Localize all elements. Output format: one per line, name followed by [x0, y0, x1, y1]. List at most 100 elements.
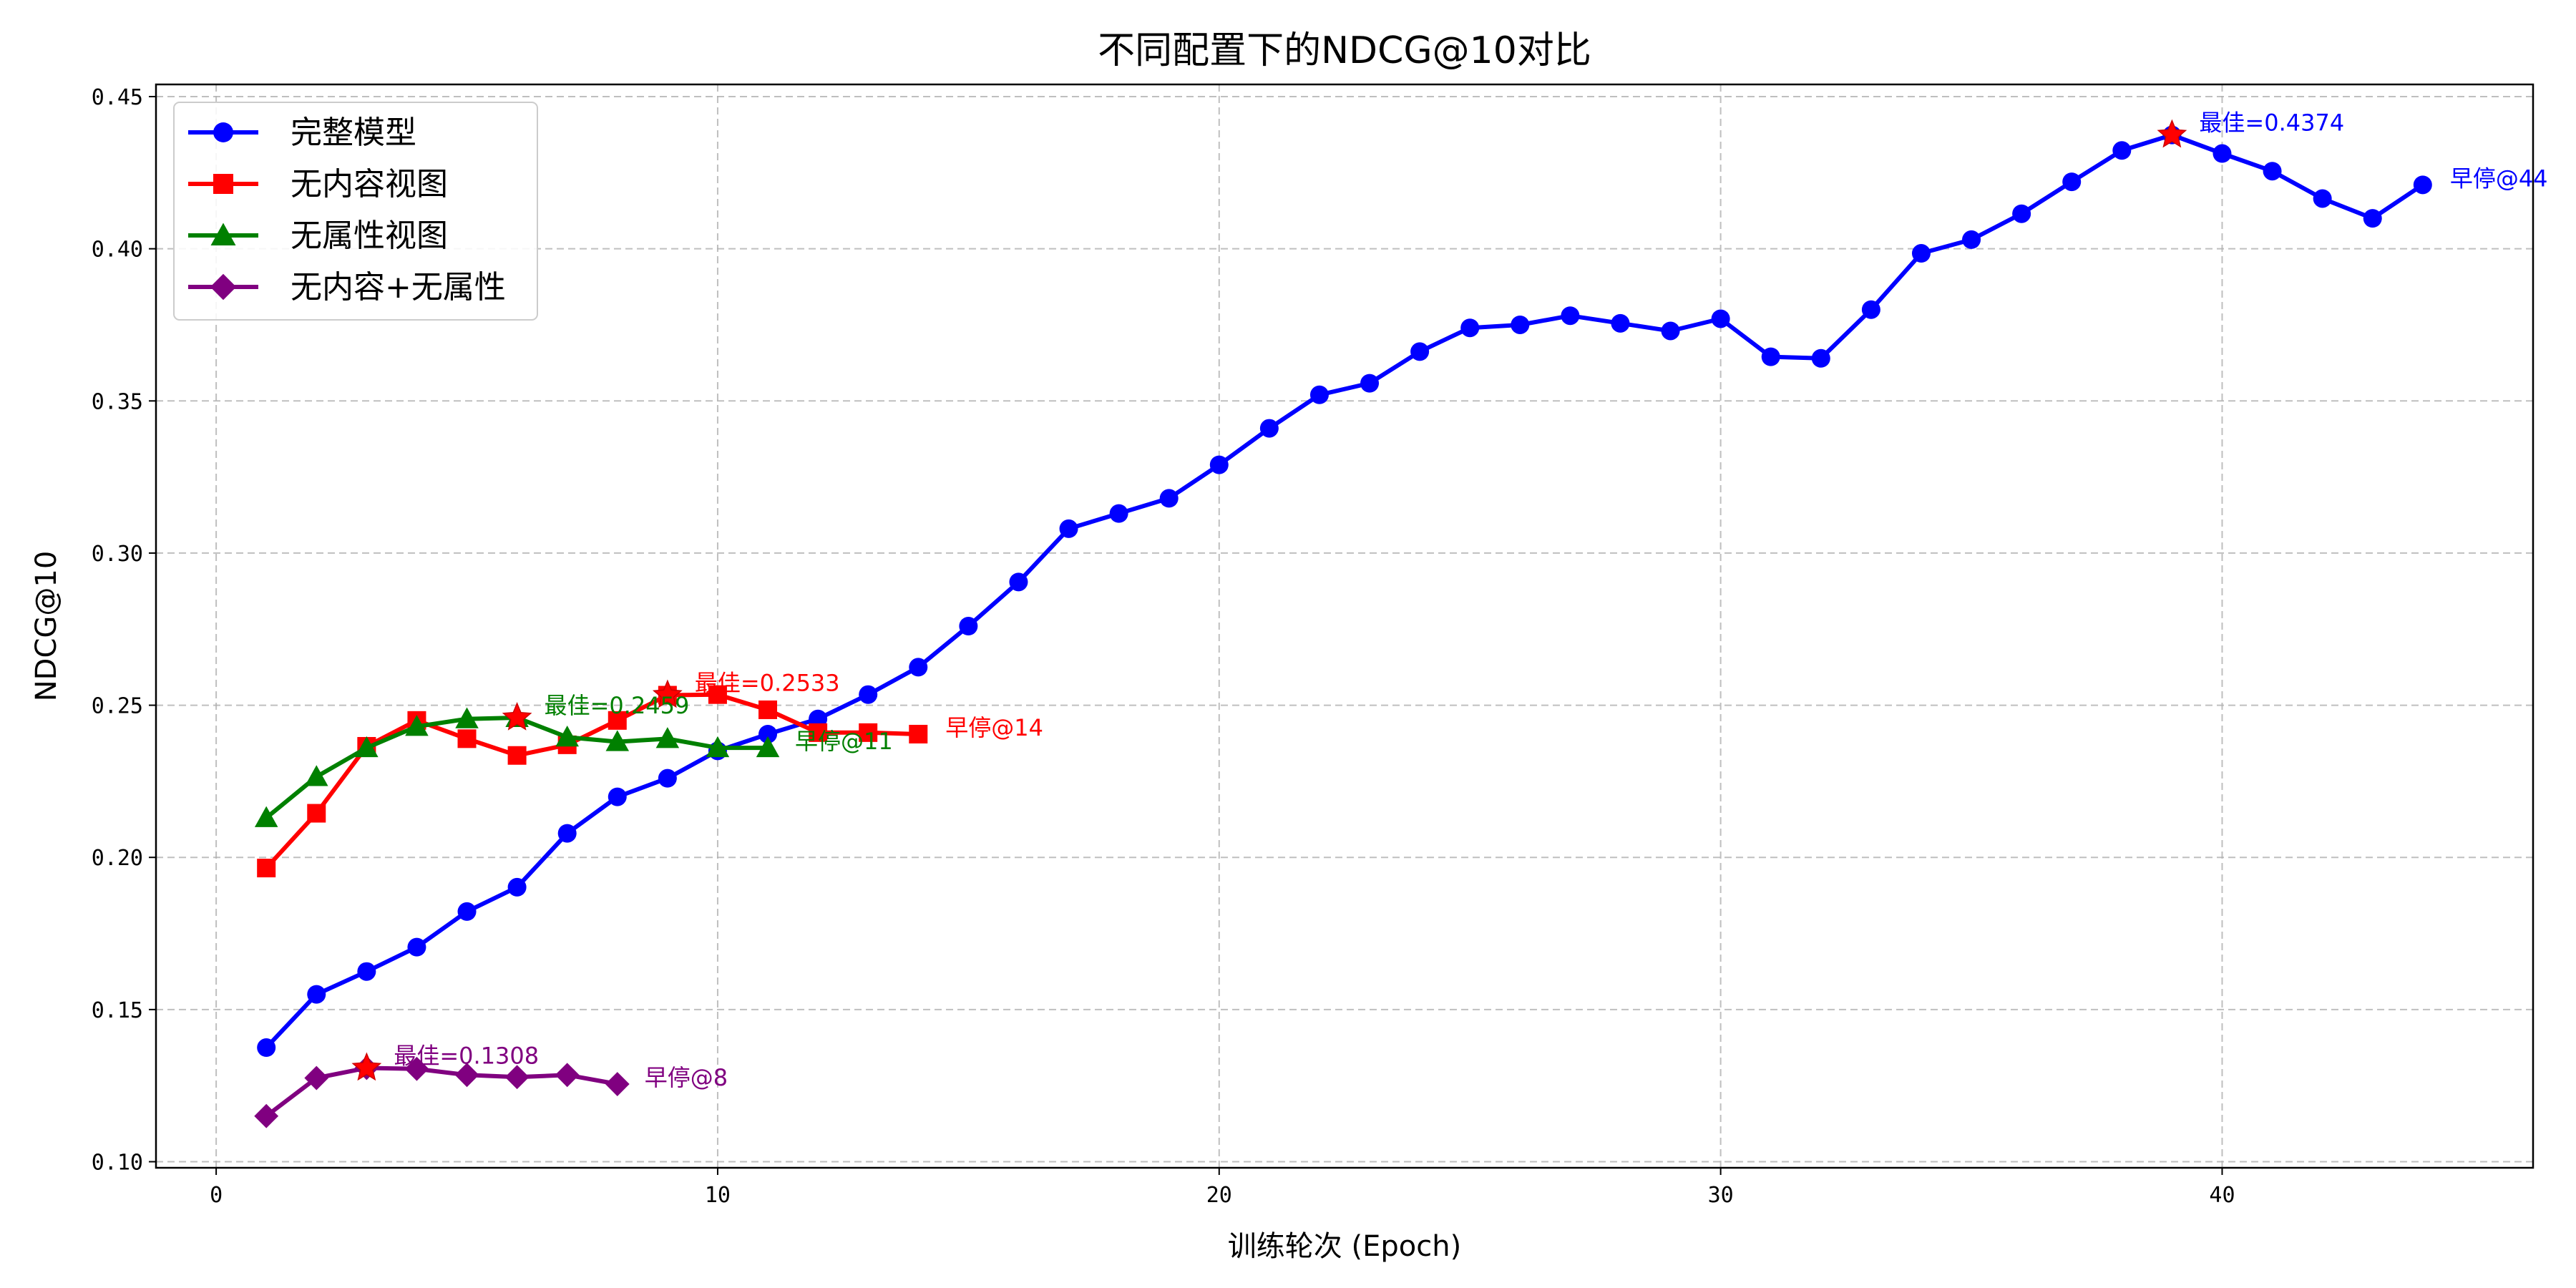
data-point — [2413, 175, 2432, 195]
data-point — [404, 1056, 429, 1081]
legend-marker — [213, 122, 233, 142]
data-point — [605, 730, 630, 751]
data-point — [1159, 489, 1179, 508]
data-point — [254, 1103, 279, 1128]
data-point — [1861, 300, 1880, 319]
legend-item: 无内容视图 — [188, 166, 448, 203]
best-value-label: 最佳=0.1308 — [394, 1043, 539, 1070]
data-point — [959, 617, 978, 635]
legend-marker — [213, 174, 233, 194]
data-point — [909, 658, 928, 677]
legend-label: 无内容视图 — [291, 166, 448, 203]
best-value-label: 最佳=0.4374 — [2199, 109, 2344, 137]
data-point — [608, 787, 627, 806]
tick-layer: 0 10 20 30 40 0.10 0.15 0.20 0.25 0.30 0.35 0.40 0.4… — [92, 85, 2235, 1208]
data-point — [1209, 455, 1229, 474]
data-point — [2212, 144, 2232, 163]
data-point — [605, 1072, 630, 1096]
y-tick-label: 0.35 — [92, 389, 143, 414]
best-star-marker — [652, 679, 683, 708]
data-point — [1962, 230, 1981, 249]
legend-item: 完整模型 — [188, 114, 416, 151]
y-tick-label: 0.25 — [92, 694, 143, 719]
series-4 — [254, 1055, 630, 1128]
data-point — [708, 685, 727, 704]
data-point — [457, 729, 477, 748]
data-point — [1611, 313, 1630, 333]
data-point — [655, 727, 680, 748]
data-point — [1309, 385, 1329, 404]
data-point — [2112, 141, 2132, 160]
data-point — [859, 723, 878, 742]
legend-item: 无属性视图 — [188, 218, 448, 254]
data-point — [758, 700, 778, 719]
data-point — [1259, 419, 1279, 438]
grid-layer — [156, 84, 2533, 1168]
y-tick-label: 0.30 — [92, 542, 143, 567]
annotation-layer: 最佳=0.4374 早停@44 最佳=0.2533 早停@14 最佳=0.2459 早停@… — [351, 109, 2548, 1091]
data-point — [756, 736, 780, 758]
early-stop-label: 早停@44 — [2450, 165, 2548, 192]
data-point — [1911, 244, 1931, 263]
legend-marker — [210, 223, 236, 245]
best-value-label: 最佳=0.2533 — [695, 670, 840, 697]
data-point — [455, 707, 479, 728]
data-point — [1561, 306, 1580, 326]
data-point — [1410, 342, 1430, 361]
series-line — [265, 716, 768, 820]
data-point — [2062, 172, 2082, 192]
data-point — [1711, 309, 1730, 328]
best-star-marker — [2157, 119, 2187, 148]
best-star-marker — [502, 702, 532, 731]
data-point — [254, 806, 278, 827]
data-point — [2263, 162, 2282, 181]
y-axis-label: NDCG@10 — [30, 551, 63, 702]
data-point — [1009, 572, 1028, 592]
x-tick-label: 40 — [2209, 1183, 2235, 1208]
x-tick-label: 20 — [1206, 1183, 1232, 1208]
data-point — [355, 736, 379, 758]
data-point — [307, 985, 326, 1004]
data-point — [1460, 318, 1480, 338]
data-point — [1059, 519, 1078, 538]
data-point — [454, 1063, 479, 1088]
data-point — [2012, 204, 2031, 223]
data-point — [758, 724, 778, 743]
data-point — [557, 824, 577, 843]
chart-title: 不同配置下的NDCG@10对比 — [1098, 29, 1591, 72]
early-stop-label: 早停@8 — [645, 1064, 728, 1091]
data-point — [909, 724, 928, 743]
data-point — [1109, 504, 1128, 523]
data-point — [257, 1038, 276, 1058]
data-point — [1360, 374, 1380, 393]
data-point — [1511, 315, 1530, 334]
data-point — [405, 715, 429, 736]
x-tick-label: 0 — [210, 1183, 223, 1208]
y-tick-label: 0.15 — [92, 998, 143, 1023]
data-point — [507, 877, 527, 897]
best-value-label: 最佳=0.2459 — [545, 692, 690, 719]
data-point — [658, 769, 677, 788]
legend-label: 完整模型 — [291, 114, 416, 151]
series-1 — [257, 125, 2432, 1058]
y-tick-label: 0.45 — [92, 85, 143, 110]
x-axis-label: 训练轮次 (Epoch) — [1228, 1230, 1461, 1263]
y-tick-label: 0.20 — [92, 846, 143, 871]
data-point — [809, 723, 828, 742]
legend-label: 无属性视图 — [291, 218, 448, 254]
series-layer — [254, 125, 2432, 1128]
data-point — [1761, 347, 1780, 366]
y-tick-label: 0.10 — [92, 1150, 143, 1175]
data-point — [304, 1065, 329, 1091]
legend-box — [173, 102, 538, 321]
data-point — [706, 736, 730, 758]
legend-label: 无内容+无属性 — [291, 269, 506, 306]
data-point — [2363, 209, 2382, 228]
data-point — [507, 746, 527, 765]
data-point — [555, 1063, 580, 1088]
data-point — [307, 804, 326, 823]
data-point — [504, 1065, 530, 1090]
plot-frame — [155, 83, 2534, 1169]
